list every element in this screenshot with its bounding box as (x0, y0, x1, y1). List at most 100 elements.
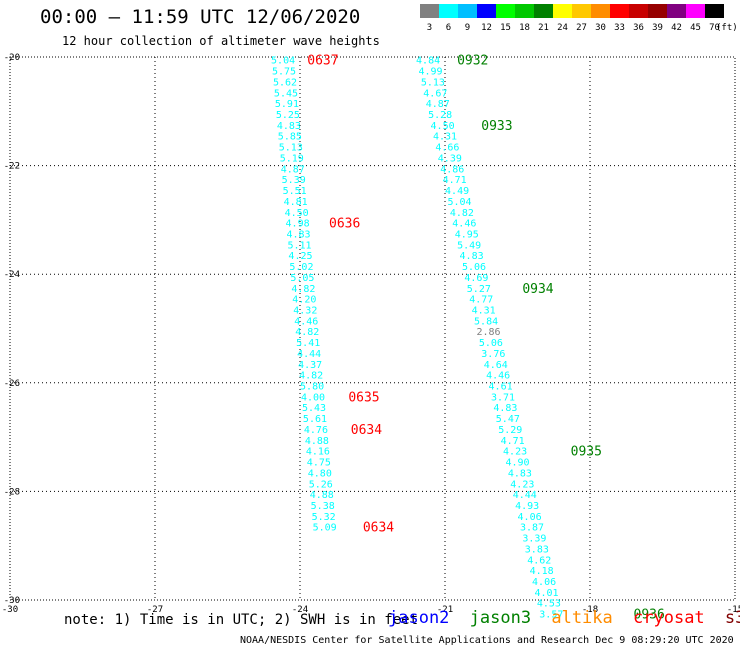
x-tick-label: -15 (727, 605, 740, 615)
swh-value-label: 3.71 (491, 392, 515, 403)
swh-value-label: 3.57 (539, 610, 563, 621)
swh-value-label: 4.75 (307, 458, 331, 469)
scale-label: 36 (633, 23, 644, 33)
swh-value-label: 4.76 (304, 425, 328, 436)
y-tick-label: -26 (4, 379, 20, 389)
swh-value-label: 4.50 (285, 208, 309, 219)
swh-value-label: 3.76 (481, 349, 505, 360)
pass-time-label: 0634 (351, 423, 382, 438)
scale-label: 33 (614, 23, 625, 33)
swh-value-label: 4.06 (518, 512, 542, 523)
swh-value-label: 3.39 (522, 534, 546, 545)
swh-value-label: 4.46 (452, 219, 476, 230)
x-tick-label: -24 (292, 605, 308, 615)
swh-value-label: 4.71 (443, 175, 467, 186)
pass-time-label: 0934 (522, 282, 553, 297)
swh-value-label: 5.27 (467, 284, 491, 295)
swh-value-label: 4.49 (445, 186, 469, 197)
swh-value-label: 3.87 (520, 523, 544, 534)
scale-swatch (458, 4, 477, 18)
pass-time-label: 0935 (571, 445, 602, 460)
swh-value-label: 4.25 (288, 251, 312, 262)
swh-value-label: 5.11 (287, 240, 311, 251)
swh-value-label: 4.83 (493, 403, 517, 414)
scale-swatch (610, 4, 629, 18)
y-tick-label: -30 (4, 596, 20, 606)
swh-value-label: 5.49 (457, 240, 481, 251)
scale-label: 45 (690, 23, 701, 33)
swh-value-label: 4.71 (501, 436, 525, 447)
swh-value-label: 4.00 (301, 392, 325, 403)
swh-value-label: 4.82 (299, 371, 323, 382)
swh-value-label: 4.44 (513, 490, 537, 501)
swh-value-label: 4.46 (486, 371, 510, 382)
swh-value-label: 4.81 (284, 197, 308, 208)
pass-time-label: 0936 (634, 608, 665, 623)
swh-value-label: 4.82 (450, 208, 474, 219)
footer-note: note: 1) Time is in UTC; 2) SWH is in fe… (64, 612, 419, 628)
y-tick-label: -24 (4, 270, 20, 280)
satellite-legend-altika: altika (551, 608, 613, 628)
x-tick-label: -21 (437, 605, 453, 615)
swh-value-label: 4.23 (510, 479, 534, 490)
swh-value-label: 5.06 (479, 338, 503, 349)
pass-time-label: 0636 (329, 217, 360, 232)
swh-value-label: 4.32 (293, 305, 317, 316)
swh-value-label: 4.80 (308, 468, 332, 479)
scale-label: 42 (671, 23, 682, 33)
scale-label: 18 (519, 23, 530, 33)
swh-value-label: 5.13 (421, 77, 445, 88)
swh-value-label: 5.91 (275, 99, 299, 110)
swh-value-label: 5.45 (274, 88, 298, 99)
swh-value-label: 4.88 (305, 436, 329, 447)
swh-value-label: 5.26 (309, 479, 333, 490)
swh-value-label: 5.51 (283, 186, 307, 197)
swh-value-label: 4.90 (505, 458, 529, 469)
swh-value-label: 2.86 (476, 327, 500, 338)
scale-swatch (496, 4, 515, 18)
swh-value-label: 4.93 (515, 501, 539, 512)
swh-value-label: 4.95 (455, 229, 479, 240)
swh-value-label: 5.47 (496, 414, 520, 425)
swh-value-label: 4.16 (306, 447, 330, 458)
swh-value-label: 5.04 (447, 197, 471, 208)
pass-time-label: 0634 (363, 521, 394, 536)
swh-value-label: 4.77 (469, 295, 493, 306)
pass-time-label: 0933 (481, 119, 512, 134)
swh-value-label: 5.04 (271, 56, 295, 67)
swh-value-label: 5.09 (313, 523, 337, 534)
x-tick-label: -27 (147, 605, 163, 615)
swh-value-label: 4.87 (281, 164, 305, 175)
swh-value-label: 4.99 (418, 67, 442, 78)
satellite-legend-s3a: s3a (724, 608, 740, 628)
swh-value-label: 4.53 (537, 599, 561, 610)
swh-value-label: 4.46 (294, 316, 318, 327)
swh-value-label: 5.19 (280, 153, 304, 164)
swh-value-label: 4.64 (484, 360, 508, 371)
swh-value-label: 4.61 (489, 382, 513, 393)
scale-label: 24 (557, 23, 568, 33)
scale-swatch (553, 4, 572, 18)
swh-value-label: 4.84 (416, 56, 440, 67)
color-scale-legend: 3 6 9 12 15 18 21 24 27 30 33 36 39 42 45 70(ft) (420, 4, 736, 33)
scale-swatch (648, 4, 667, 18)
swh-value-label: 5.84 (474, 316, 498, 327)
swh-value-label: 4.83 (287, 229, 311, 240)
swh-value-label: 4.98 (286, 219, 310, 230)
swh-value-label: 4.83 (508, 468, 532, 479)
swh-value-label: 4.69 (464, 273, 488, 284)
swh-value-label: 4.67 (423, 88, 447, 99)
scale-label: 12 (481, 23, 492, 33)
swh-value-label: 5.32 (312, 512, 336, 523)
swh-value-label: 5.62 (273, 77, 297, 88)
swh-value-label: 4.20 (292, 295, 316, 306)
swh-value-label: 4.31 (472, 305, 496, 316)
y-tick-label: -20 (4, 53, 20, 63)
swh-value-label: 5.61 (303, 414, 327, 425)
swh-value-label: 5.06 (462, 262, 486, 273)
swh-value-label: 4.83 (460, 251, 484, 262)
credit-line: NOAA/NESDIS Center for Satellite Applica… (240, 635, 734, 646)
scale-swatch (420, 4, 439, 18)
